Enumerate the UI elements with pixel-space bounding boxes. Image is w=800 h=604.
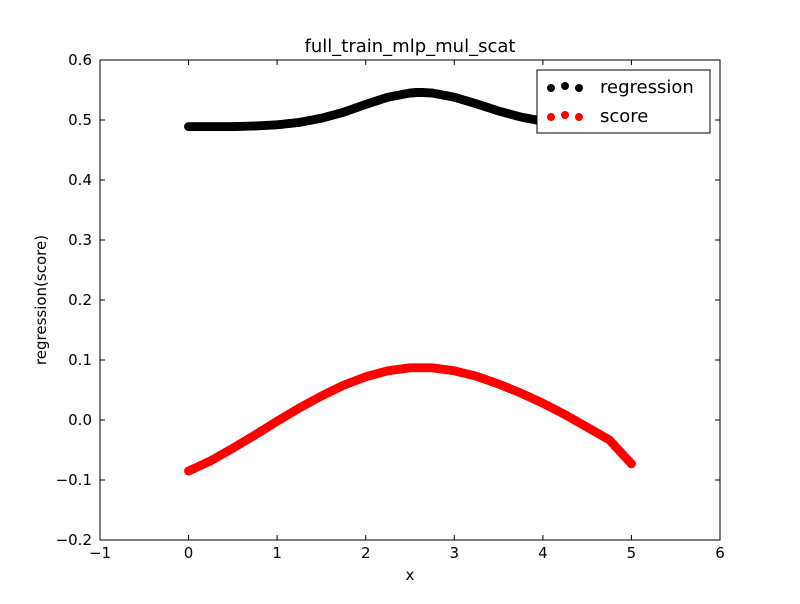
x-axis-title: x: [406, 566, 415, 584]
legend-marker: [547, 84, 555, 92]
y-tick-label: 0.2: [68, 291, 92, 309]
y-tick-label: −0.2: [56, 531, 92, 549]
x-tick-label: 4: [538, 544, 548, 562]
legend-marker: [575, 113, 583, 121]
legend-marker: [575, 84, 583, 92]
y-tick-label: 0.6: [68, 51, 92, 69]
y-axis-title: regression(score): [32, 235, 50, 365]
x-tick-label: 6: [715, 544, 725, 562]
legend-marker: [561, 111, 569, 119]
legend-item-regression: regression: [547, 77, 694, 98]
x-tick-label: 5: [627, 544, 637, 562]
y-tick-label: 0.1: [68, 351, 92, 369]
legend-box: [536, 69, 711, 134]
legend-marker: [547, 113, 555, 121]
series-layer: [184, 87, 636, 476]
legend-items: regression score: [547, 77, 694, 127]
chart-title: full_train_mlp_mul_scat: [305, 36, 516, 57]
x-tick-label: 2: [361, 544, 371, 562]
x-tick-label: −1: [89, 544, 111, 562]
legend-marker: [561, 82, 569, 90]
y-tick-label: 0.4: [68, 171, 92, 189]
ticks-layer: −1 0 1 2 3 4 5 6 −0.2 −0.1 0.0 0.1 0.2 0.3 0.4 0.5 0.6: [56, 51, 725, 562]
legend-label: score: [600, 106, 648, 127]
y-tick-label: −0.1: [56, 471, 92, 489]
x-tick-label: 1: [272, 544, 282, 562]
score-point: [625, 457, 635, 467]
y-tick-label: 0.5: [68, 111, 92, 129]
y-tick-label: 0.3: [68, 231, 92, 249]
x-tick-label: 0: [184, 544, 194, 562]
y-tick-label: 0.0: [68, 411, 92, 429]
legend: regression score: [536, 69, 711, 134]
x-tick-label: 3: [450, 544, 460, 562]
legend-item-score: score: [547, 106, 648, 127]
legend-label: regression: [600, 77, 694, 98]
series-score: [184, 363, 636, 476]
